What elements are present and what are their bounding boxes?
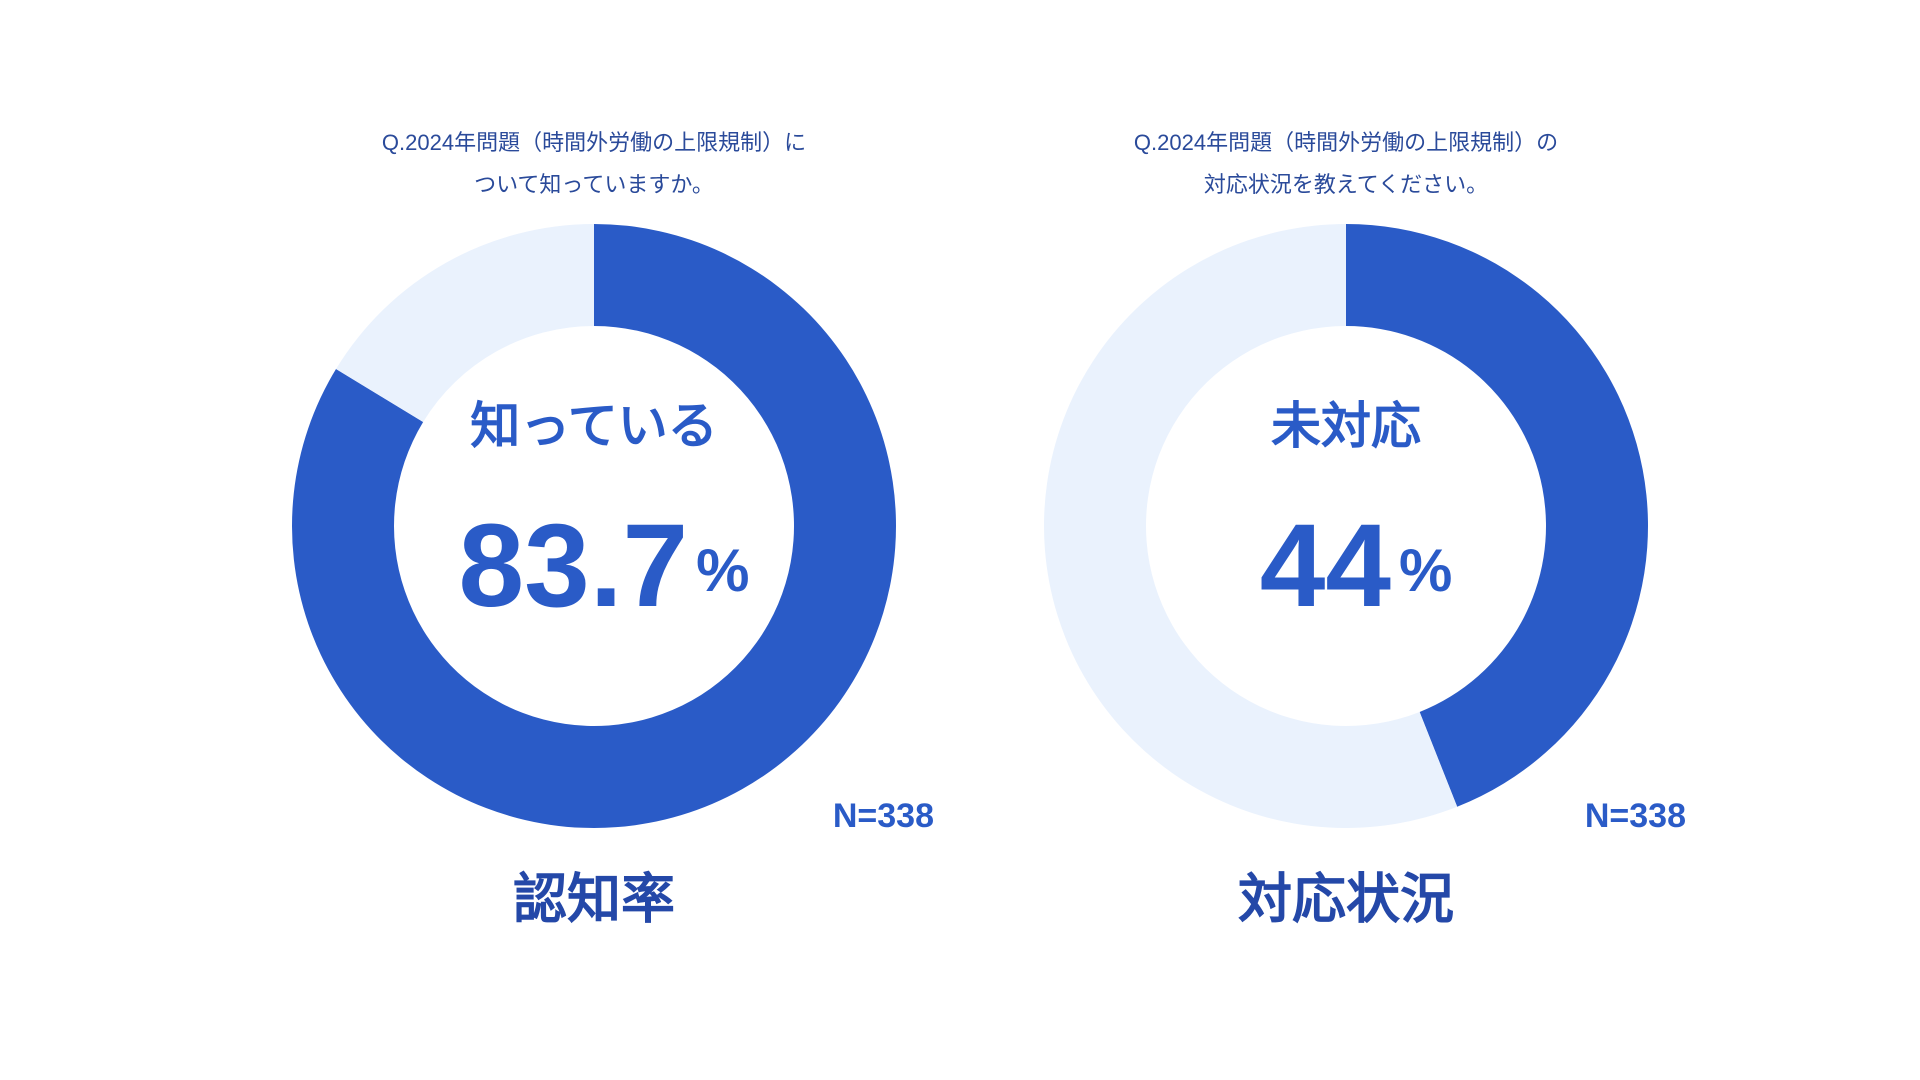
donut-segment <box>1346 224 1648 807</box>
value-unit: % <box>1399 537 1452 604</box>
sample-size: N=338 <box>1585 797 1686 835</box>
chart-label: 対応状況 <box>1238 869 1454 929</box>
center-label: 未対応 <box>1271 398 1421 454</box>
value-number: 44 <box>1260 500 1391 632</box>
question-text: 対応状況を教えてください。 <box>1204 172 1488 197</box>
center-value: 44% <box>1260 500 1453 632</box>
value-number: 83.7 <box>458 500 688 632</box>
question-text: ついて知っていますか。 <box>474 172 714 197</box>
chart-label: 認知率 <box>513 869 675 929</box>
donut-segment <box>1044 224 1458 829</box>
question-text: Q.2024年問題（時間外労働の上限規制）に <box>382 130 806 155</box>
sample-size: N=338 <box>833 797 934 835</box>
value-unit: % <box>696 537 749 604</box>
center-value: 83.7% <box>458 500 749 632</box>
question-text: Q.2024年問題（時間外労働の上限規制）の <box>1134 130 1558 155</box>
center-label: 知っている <box>470 398 718 454</box>
donut-segment <box>291 224 896 828</box>
donut-segment <box>336 224 594 423</box>
